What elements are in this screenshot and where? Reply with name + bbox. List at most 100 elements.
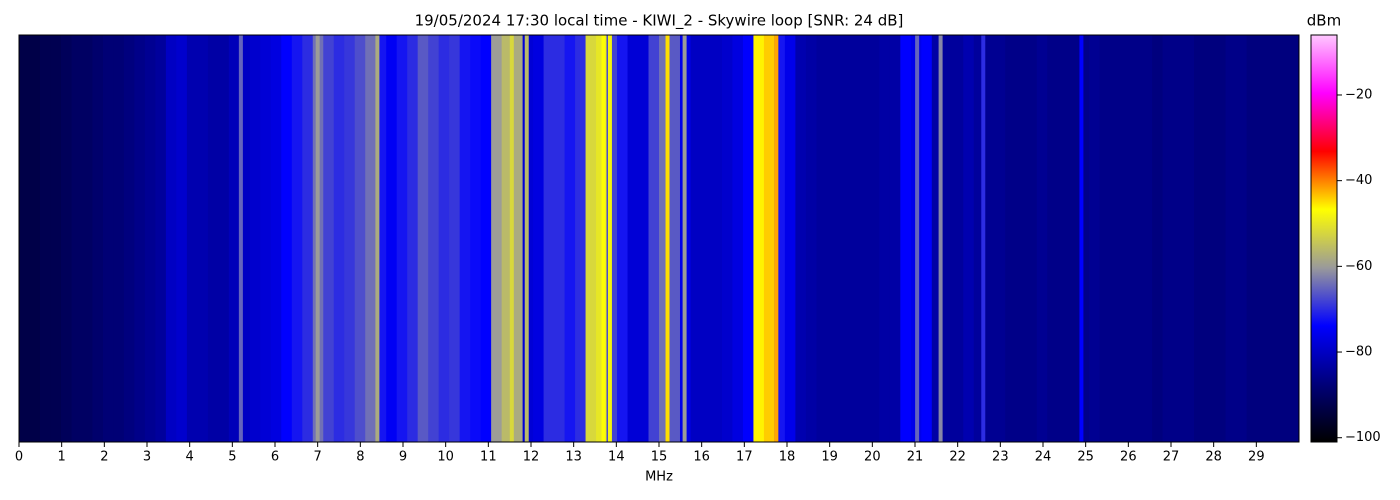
spectrum-band: [165, 35, 177, 442]
spectrum-band: [260, 35, 272, 442]
spectrum-band: [50, 35, 62, 442]
spectrum-band: [1120, 35, 1132, 442]
spectrum-band: [1215, 35, 1227, 442]
spectrum-band: [847, 35, 859, 442]
spectrum-band: [29, 35, 41, 442]
spectrum-band: [879, 35, 891, 442]
x-tick-label: 26: [1120, 450, 1137, 465]
spectrum-band: [102, 35, 114, 442]
spectrum-band: [323, 35, 335, 442]
spectrum-band: [648, 35, 660, 442]
spectrum-band: [176, 35, 188, 442]
spectrum-band: [1015, 35, 1027, 442]
spectrum-band: [858, 35, 870, 442]
spectrum-band: [60, 35, 72, 442]
spectrum-band: [942, 35, 954, 442]
x-tick-label: 29: [1248, 450, 1265, 465]
spectrum-band: [512, 35, 524, 442]
spectrum-band: [470, 35, 482, 442]
signal-line: [601, 35, 606, 442]
spectrum-band: [742, 35, 754, 442]
spectrum-band: [973, 35, 985, 442]
spectrum-band: [669, 35, 681, 442]
colorbar-label: dBm: [1307, 12, 1341, 30]
spectrum-band: [501, 35, 513, 442]
signal-line: [665, 35, 670, 442]
spectrum-band: [302, 35, 314, 442]
signal-line: [767, 35, 772, 442]
spectrum-band: [1057, 35, 1069, 442]
signal-line: [981, 35, 986, 442]
spectrum-band: [585, 35, 597, 442]
spectrum-band: [155, 35, 167, 442]
x-tick-label: 27: [1163, 450, 1180, 465]
x-tick-label: 24: [1035, 450, 1052, 465]
colorbar: [1310, 34, 1338, 443]
spectrum-band: [134, 35, 146, 442]
spectrum-band: [533, 35, 545, 442]
spectrum-band: [826, 35, 838, 442]
spectrum-band: [659, 35, 670, 442]
colorbar-tick-label: −20: [1345, 87, 1372, 102]
spectrum-band: [71, 35, 83, 442]
x-tick-label: 8: [356, 450, 364, 465]
spectrum-band: [459, 35, 471, 442]
spectrum-band: [365, 35, 377, 442]
spectrum-band: [438, 35, 450, 442]
spectrum-band: [774, 35, 786, 442]
spectrum-band: [1036, 35, 1048, 442]
spectrum-band: [197, 35, 209, 442]
spectrum-band: [554, 35, 566, 442]
signal-line: [607, 35, 612, 442]
spectrum-band: [428, 35, 440, 442]
signal-line: [682, 35, 687, 442]
spectrum-band: [952, 35, 964, 442]
spectrum-band: [375, 35, 387, 442]
spectrum-band: [1246, 35, 1258, 442]
spectrum-band: [1026, 35, 1038, 442]
spectrum-band: [690, 35, 702, 442]
chart-title: 19/05/2024 17:30 local time - KIWI_2 - S…: [415, 12, 904, 31]
spectrum-band: [837, 35, 849, 442]
spectrum-band: [868, 35, 880, 442]
spectrum-band: [1236, 35, 1248, 442]
spectrum-band: [81, 35, 93, 442]
spectrum-band: [354, 35, 366, 442]
spectrum-band: [407, 35, 419, 442]
spectrum-band: [386, 35, 398, 442]
spectrum-band: [186, 35, 198, 442]
spectrum-band: [1099, 35, 1111, 442]
colorbar-tick-label: −100: [1345, 430, 1381, 445]
spectrum-band: [92, 35, 104, 442]
x-axis-label: MHz: [645, 470, 673, 485]
spectrum-band: [564, 35, 576, 442]
spectrum-band: [732, 35, 744, 442]
x-tick-label: 11: [480, 450, 497, 465]
spectrum-band: [627, 35, 639, 442]
spectrum-band: [449, 35, 461, 442]
spectrum-band: [239, 35, 251, 442]
spectrum-band: [1005, 35, 1017, 442]
spectrum-band: [228, 35, 240, 442]
x-tick-label: 21: [907, 450, 924, 465]
spectrum-band: [207, 35, 219, 442]
spectrum-band: [721, 35, 733, 442]
signal-line: [375, 35, 380, 442]
spectrum-band: [784, 35, 796, 442]
x-tick-label: 7: [314, 450, 322, 465]
spectrum-band: [1162, 35, 1174, 442]
spectrum-band: [270, 35, 282, 442]
signal-line: [238, 35, 243, 442]
x-tick-label: 28: [1205, 450, 1222, 465]
spectrum-band: [1141, 35, 1153, 442]
x-tick-label: 25: [1077, 450, 1094, 465]
x-tick-label: 20: [864, 450, 881, 465]
x-tick-label: 6: [271, 450, 279, 465]
x-tick-label: 19: [821, 450, 838, 465]
spectrum-band: [19, 35, 30, 442]
spectrum-band: [291, 35, 303, 442]
spectrum-band: [249, 35, 261, 442]
x-tick-label: 3: [143, 450, 151, 465]
spectrum-band: [1078, 35, 1090, 442]
colorbar-tick-label: −40: [1345, 173, 1372, 188]
